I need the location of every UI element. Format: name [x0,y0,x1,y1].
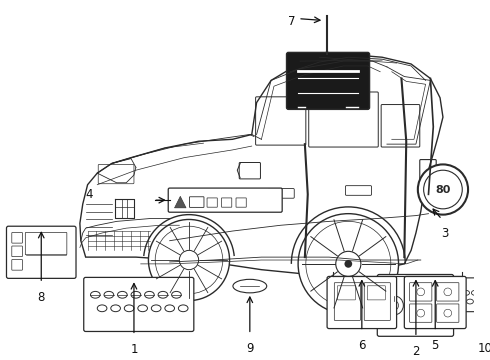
Text: 8: 8 [38,291,45,304]
Polygon shape [174,196,186,208]
Text: 80: 80 [435,185,451,194]
Circle shape [336,251,361,276]
FancyBboxPatch shape [287,53,369,109]
FancyBboxPatch shape [6,226,76,278]
Text: 1: 1 [130,343,138,356]
Text: 2: 2 [412,345,419,358]
Circle shape [179,250,198,270]
Ellipse shape [233,279,267,293]
Circle shape [418,165,468,215]
Text: 6: 6 [358,339,366,352]
FancyBboxPatch shape [377,274,454,336]
Text: 10: 10 [478,342,490,355]
FancyBboxPatch shape [168,188,282,212]
FancyBboxPatch shape [458,278,490,312]
Text: 3: 3 [441,227,448,240]
FancyBboxPatch shape [404,276,466,329]
Text: 9: 9 [246,342,254,355]
Text: 7: 7 [288,15,295,28]
Circle shape [148,220,229,301]
Text: 5: 5 [432,339,439,352]
Circle shape [298,214,398,314]
Text: 4: 4 [85,188,93,201]
FancyBboxPatch shape [239,162,261,179]
FancyBboxPatch shape [84,278,194,332]
Circle shape [344,260,352,268]
FancyBboxPatch shape [327,276,396,329]
Circle shape [324,51,330,57]
